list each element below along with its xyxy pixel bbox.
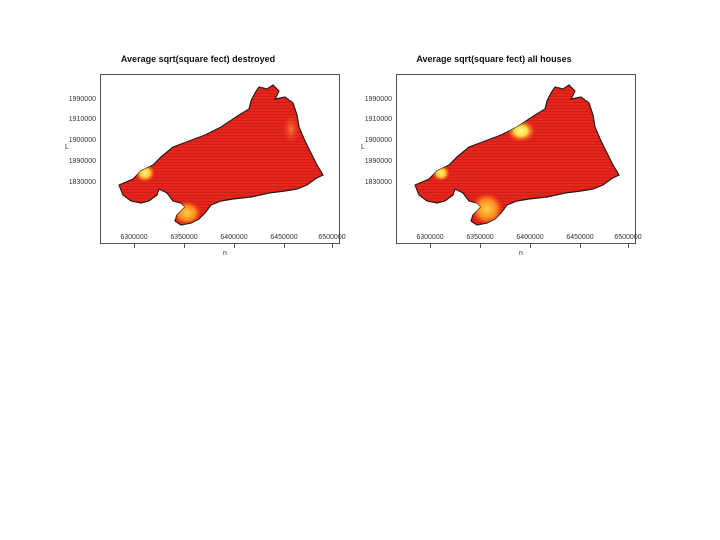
panel-title: Average sqrt(square fect) all houses <box>416 54 572 64</box>
x-tick-label: 6300000 <box>416 234 444 241</box>
heatmap-panel-destroyed: Average sqrt(square fect) destroyed 1990… <box>48 48 348 268</box>
y-tick-label: 1990000 <box>364 96 392 103</box>
y-tick-label: 1900000 <box>68 137 96 144</box>
x-tick-mark <box>134 244 135 248</box>
x-tick-mark <box>530 244 531 248</box>
y-tick-label: 1910000 <box>68 116 96 123</box>
y-tick-label: 1890000 <box>364 158 392 165</box>
x-tick-mark <box>284 244 285 248</box>
x-tick-label: 6350000 <box>170 234 198 241</box>
y-axis-label: L <box>361 144 365 151</box>
x-tick-mark <box>332 244 333 248</box>
y-tick-label: 1830000 <box>68 179 96 186</box>
x-tick-label: 6500000 <box>318 234 346 241</box>
x-tick-label: 6400000 <box>516 234 544 241</box>
x-tick-mark <box>430 244 431 248</box>
heatmap-panel-all-houses: Average sqrt(square fect) all houses 199… <box>344 48 644 268</box>
x-tick-label: 6450000 <box>270 234 298 241</box>
map-plot-area <box>100 74 340 244</box>
heatmap-svg <box>414 84 620 226</box>
y-tick-label: 1890000 <box>68 158 96 165</box>
region-shape <box>118 84 324 226</box>
panel-title: Average sqrt(square fect) destroyed <box>120 54 276 64</box>
x-tick-mark <box>628 244 629 248</box>
x-tick-mark <box>184 244 185 248</box>
x-tick-mark <box>580 244 581 248</box>
hotspot-west <box>135 164 155 182</box>
hotspot-south-bay <box>471 193 503 225</box>
y-tick-label: 1830000 <box>364 179 392 186</box>
y-axis-label: L <box>65 144 69 151</box>
region-shape <box>414 84 620 226</box>
x-tick-label: 6400000 <box>220 234 248 241</box>
x-tick-label: 6300000 <box>120 234 148 241</box>
heatmap-svg <box>118 84 324 226</box>
x-tick-label: 6450000 <box>566 234 594 241</box>
map-plot-area <box>396 74 636 244</box>
x-tick-label: 6350000 <box>466 234 494 241</box>
hotspot-south-bay <box>173 201 201 225</box>
hotspot-north-center <box>507 120 535 142</box>
x-axis-label: n <box>519 250 523 257</box>
y-tick-label: 1900000 <box>364 137 392 144</box>
y-tick-label: 1910000 <box>364 116 392 123</box>
x-axis-label: n <box>223 250 227 257</box>
x-tick-mark <box>480 244 481 248</box>
hotspot-east <box>283 115 299 143</box>
y-tick-label: 1990000 <box>68 96 96 103</box>
x-tick-mark <box>234 244 235 248</box>
x-tick-label: 6500000 <box>614 234 642 241</box>
